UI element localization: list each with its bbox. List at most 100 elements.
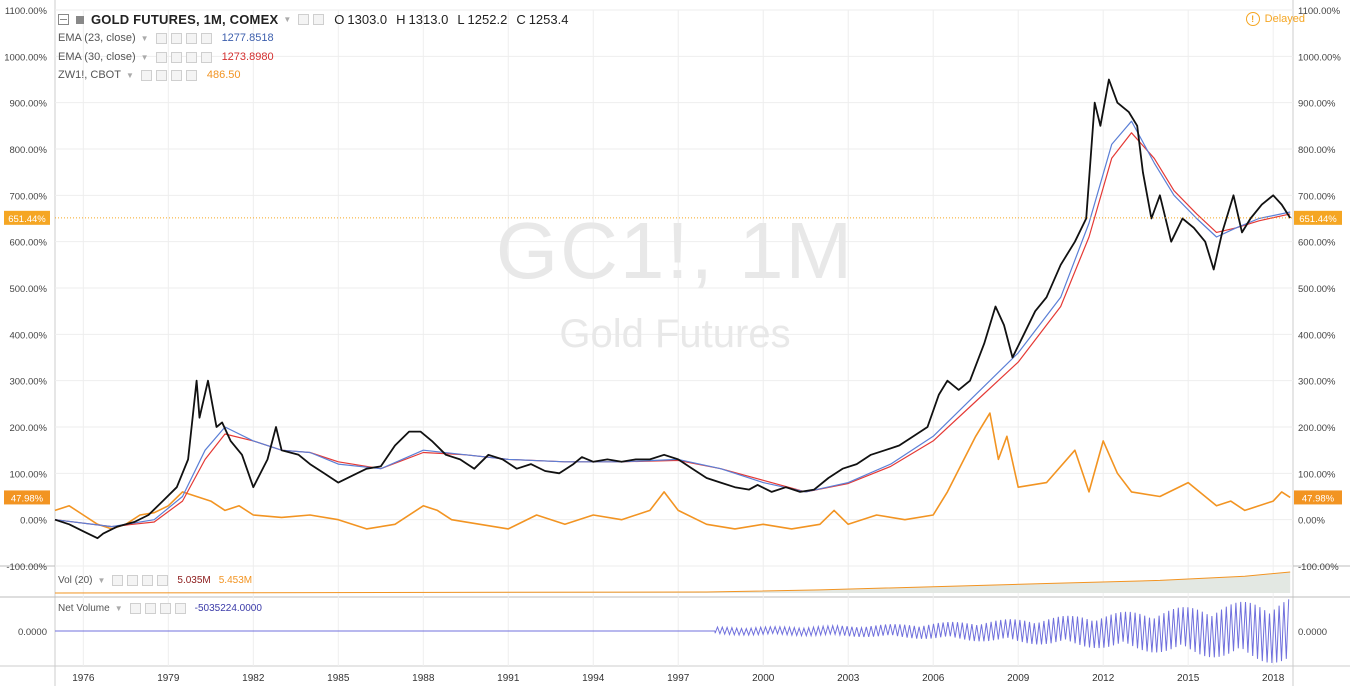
- ema30-line: [54, 132, 1291, 528]
- y-axis-left: 1100.00% 1000.00% 900.00% 800.00% 700.00% 600…: [4, 6, 47, 573]
- price-badge-label: 651.44%: [1299, 214, 1337, 225]
- netvol-value: -5035224.0000: [194, 603, 262, 614]
- y-tick-label-left: 600.00%: [9, 238, 47, 249]
- x-tick-label: 1994: [582, 673, 605, 684]
- x-tick-label: 2009: [1007, 673, 1030, 684]
- price-badge: [1294, 210, 1342, 225]
- x-tick-label: 1982: [242, 673, 265, 684]
- close-icon[interactable]: [185, 69, 197, 81]
- visibility-icon[interactable]: [298, 14, 310, 25]
- wheat-line: [54, 412, 1291, 530]
- chevron-down-icon[interactable]: ▼: [140, 52, 149, 62]
- visibility-icon[interactable]: [112, 575, 124, 586]
- x-tick-label: 1976: [72, 673, 95, 684]
- high-label: H: [396, 12, 406, 27]
- ema30-label[interactable]: EMA (30, close): [58, 51, 136, 63]
- more-icon[interactable]: [159, 603, 171, 614]
- visibility-icon[interactable]: [129, 603, 141, 614]
- y-tick-label-right: 700.00%: [1298, 191, 1336, 202]
- ema30-value: 1273.8980: [221, 51, 274, 63]
- delayed-label: Delayed: [1264, 13, 1305, 25]
- collapse-icon[interactable]: [58, 14, 69, 25]
- chevron-down-icon[interactable]: ▼: [283, 15, 292, 24]
- y-tick-label-right: 800.00%: [1298, 145, 1336, 156]
- more-icon[interactable]: [170, 69, 182, 81]
- x-tick-label: 1997: [667, 673, 690, 684]
- settings-icon[interactable]: [313, 14, 325, 25]
- volume-bars: [55, 572, 1291, 593]
- x-tick-label: 2012: [1092, 673, 1115, 684]
- y-tick-label-left: 0.00%: [20, 516, 47, 527]
- vol-value: 5.035M: [177, 575, 211, 586]
- chevron-down-icon[interactable]: ▼: [114, 604, 123, 613]
- y-tick-label-left: 300.00%: [9, 377, 47, 388]
- settings-icon[interactable]: [127, 575, 139, 586]
- gold-line: [54, 78, 1291, 540]
- more-icon[interactable]: [185, 51, 197, 63]
- y-tick-label-right: 100.00%: [1298, 469, 1336, 480]
- open-value: 1303.0: [347, 12, 388, 27]
- y-tick-label-left: 100.00%: [9, 469, 47, 480]
- close-icon[interactable]: [200, 51, 212, 63]
- netvol-line: [714, 599, 1290, 664]
- ema23-value: 1277.8518: [221, 32, 274, 44]
- more-icon[interactable]: [185, 32, 197, 44]
- volume-ma-line: [54, 571, 1291, 594]
- symbol-title[interactable]: GOLD FUTURES, 1M, COMEX: [91, 12, 279, 27]
- netvol-tick-right: 0.0000: [1298, 627, 1327, 638]
- close-value: 1253.4: [528, 12, 569, 27]
- close-icon[interactable]: [174, 603, 186, 614]
- settings-icon[interactable]: [144, 603, 156, 614]
- net-volume-pane: 0.0000 0.0000: [18, 599, 1327, 664]
- y-tick-label-right: 900.00%: [1298, 99, 1336, 110]
- ema23-label[interactable]: EMA (23, close): [58, 32, 136, 44]
- close-icon[interactable]: [200, 32, 212, 44]
- y-tick-label-right: 600.00%: [1298, 238, 1336, 249]
- y-tick-label-right: 500.00%: [1298, 284, 1336, 295]
- legend-zw: ZW1!, CBOT ▼ 486.50: [58, 69, 241, 81]
- visibility-icon[interactable]: [155, 51, 167, 63]
- settings-icon[interactable]: [170, 51, 182, 63]
- alert-icon: !: [1245, 12, 1260, 26]
- close-label: C: [516, 12, 526, 27]
- y-tick-label-left: 400.00%: [9, 330, 47, 341]
- settings-icon[interactable]: [155, 69, 167, 81]
- legend-ema30: EMA (30, close) ▼ 1273.8980: [58, 51, 274, 63]
- vol-label[interactable]: Vol (20): [58, 575, 93, 586]
- ema23-line: [54, 120, 1291, 528]
- high-value: 1313.0: [408, 12, 449, 27]
- x-tick-label: 2018: [1262, 673, 1285, 684]
- y-tick-label-right: 200.00%: [1298, 423, 1336, 434]
- more-icon[interactable]: [142, 575, 154, 586]
- x-tick-label: 2000: [752, 673, 775, 684]
- watermark-name: Gold Futures: [559, 312, 791, 356]
- y-tick-label-right: 300.00%: [1298, 377, 1336, 388]
- visibility-icon[interactable]: [155, 32, 167, 44]
- y-tick-label-left: 900.00%: [9, 99, 47, 110]
- zw-label[interactable]: ZW1!, CBOT: [58, 69, 121, 81]
- legend-ema23: EMA (23, close) ▼ 1277.8518: [58, 32, 274, 44]
- netvol-label[interactable]: Net Volume: [58, 603, 110, 614]
- legend-vol: Vol (20) ▼ 5.035M 5.453M: [58, 575, 252, 586]
- chevron-down-icon[interactable]: ▼: [97, 576, 106, 585]
- price-badges: 651.44% 651.44% 47.98% 47.98%: [4, 210, 1342, 505]
- vol-ma-value: 5.453M: [218, 575, 253, 586]
- price-badge-label: 47.98%: [1302, 493, 1335, 504]
- settings-icon[interactable]: [170, 32, 182, 44]
- y-tick-label-right: 0.00%: [1298, 516, 1325, 527]
- close-icon[interactable]: [157, 575, 169, 586]
- y-tick-label-left: 500.00%: [9, 284, 47, 295]
- y-tick-label-right: 400.00%: [1298, 330, 1336, 341]
- low-value: 1252.2: [467, 12, 508, 27]
- price-badge-label: 47.98%: [11, 493, 44, 504]
- delayed-indicator[interactable]: ! Delayed: [1245, 12, 1305, 26]
- chevron-down-icon[interactable]: ▼: [125, 70, 134, 80]
- x-tick-label: 1991: [497, 673, 520, 684]
- visibility-icon[interactable]: [140, 69, 152, 81]
- open-label: O: [334, 12, 345, 27]
- x-tick-label: 1979: [157, 673, 180, 684]
- y-tick-label-right: 1100.00%: [1298, 6, 1341, 17]
- chevron-down-icon[interactable]: ▼: [140, 33, 149, 43]
